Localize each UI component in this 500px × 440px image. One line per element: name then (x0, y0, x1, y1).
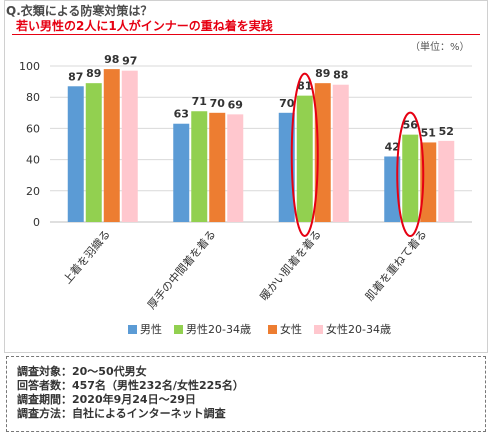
subtitle-underline (12, 34, 480, 35)
bar (227, 114, 244, 222)
data-label: 56 (403, 119, 419, 132)
bar (402, 134, 419, 222)
bar (173, 123, 190, 222)
question-title: Q.衣類による防寒対策は？ (6, 4, 153, 18)
legend-swatch (268, 325, 277, 334)
y-tick-label: 60 (26, 122, 40, 135)
note-period: 調査期間：2020年9月24日～29日 (17, 393, 196, 406)
legend-swatch (174, 325, 183, 334)
highlight-ellipse (290, 72, 319, 238)
bar (67, 86, 84, 222)
x-category-label: 肌着を重ねて着る (362, 227, 429, 303)
bar (121, 70, 138, 223)
y-tick-label: 40 (26, 154, 40, 167)
data-label: 52 (439, 125, 454, 138)
unit-label: （単位：%） (410, 42, 470, 53)
bar (420, 142, 437, 222)
x-category-label: 厚手の中間着を着る (144, 227, 218, 312)
bar (296, 95, 313, 222)
y-tick-label: 20 (26, 185, 40, 198)
y-tick-label: 100 (19, 60, 40, 73)
x-category-label: 暖かい肌着を着る (257, 227, 324, 303)
note-target: 調査対象：20～50代男女 (17, 365, 147, 378)
bar (438, 140, 455, 222)
data-label: 70 (210, 97, 226, 110)
data-label: 63 (174, 108, 189, 121)
legend-label: 男性 (140, 322, 162, 336)
data-label: 87 (68, 70, 83, 83)
data-label: 69 (228, 98, 243, 111)
data-label: 42 (385, 140, 400, 153)
data-label: 51 (421, 126, 436, 139)
data-label: 81 (297, 80, 312, 93)
highlight-ellipse (396, 111, 425, 238)
chart-frame (4, 0, 488, 353)
x-category-label: 上着を羽織る (60, 227, 113, 287)
data-label: 97 (122, 55, 137, 68)
chart-subtitle: 若い男性の2人に1人がインナーの重ね着を実践 (16, 19, 273, 33)
bar (191, 111, 208, 222)
data-label: 70 (279, 97, 295, 110)
bar (85, 83, 102, 222)
survey-notes: 調査対象：20～50代男女 回答者数：457名（男性232名/女性225名） 調… (6, 356, 486, 432)
legend-swatch (314, 325, 323, 334)
y-tick-label: 0 (33, 216, 40, 229)
bar (103, 69, 120, 223)
data-label: 89 (315, 67, 330, 80)
bar (314, 83, 331, 222)
legend-label: 女性20-34歳 (326, 322, 391, 336)
y-tick-label: 80 (26, 91, 40, 104)
data-label: 98 (104, 53, 119, 66)
bar (332, 84, 349, 222)
legend-label: 男性20-34歳 (186, 322, 251, 336)
note-method: 調査方法：自社によるインターネット調査 (17, 407, 226, 420)
data-label: 88 (333, 69, 348, 82)
bar (278, 112, 295, 222)
data-label: 89 (86, 67, 101, 80)
bar (209, 112, 226, 222)
bar (384, 156, 401, 222)
legend-label: 女性 (280, 322, 302, 336)
note-respondents: 回答者数：457名（男性232名/女性225名） (17, 379, 244, 392)
data-label: 71 (192, 95, 207, 108)
legend-swatch (128, 325, 137, 334)
